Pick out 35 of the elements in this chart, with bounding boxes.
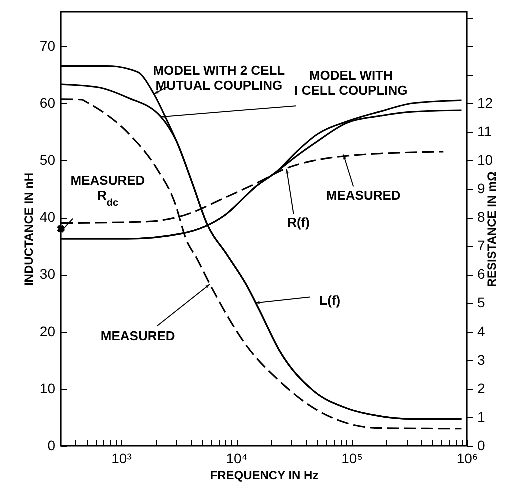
- annotation: MEASURED: [326, 188, 401, 203]
- y2-tick-label: 4: [478, 323, 486, 340]
- annotation: MODEL WITH 2 CELL MUTUAL COUPLING: [153, 63, 286, 94]
- y2-tick-label: 3: [478, 352, 486, 368]
- y-tick-label: 50: [40, 152, 56, 168]
- y2-tick-label: 12: [478, 94, 494, 111]
- y2-tick-label: 2: [478, 380, 486, 396]
- y-tick-label: 30: [40, 266, 56, 282]
- y2-tick-label: 9: [478, 180, 486, 197]
- y2-tick-label: 0: [478, 438, 486, 454]
- y-tick-label: 60: [40, 94, 56, 111]
- y-axis-title: INDUCTANCE IN nH: [22, 172, 36, 286]
- annotation: MEASURED: [100, 328, 176, 344]
- y2-tick-label: 8: [478, 209, 486, 226]
- annotation: MODEL WITH I CELL COUPLING: [294, 68, 408, 98]
- y2-tick-label: 1: [478, 408, 486, 425]
- y2-axis-title: RESISTANCE IN mΩ: [485, 171, 500, 288]
- y-tick-label: 70: [40, 38, 56, 54]
- x-tick-label: 10⁶: [456, 450, 478, 466]
- y-tick-label: 40: [40, 209, 56, 226]
- y-tick-label: 10: [40, 380, 56, 396]
- x-axis-title: FREQUENCY IN Hz: [210, 468, 319, 482]
- x-tick-label: 10³: [112, 450, 132, 466]
- annotation: MEASURED R$_{dc}$: [70, 172, 146, 208]
- y-tick-label: 0: [48, 438, 56, 454]
- y2-tick-label: 11: [478, 123, 492, 140]
- annotation: R(f): [288, 215, 310, 230]
- y2-tick-label: 5: [478, 294, 486, 311]
- y2-tick-label: 7: [478, 238, 486, 254]
- annotation: L(f): [320, 293, 341, 308]
- x-tick-label: 10⁵: [342, 450, 363, 466]
- y2-tick-label: 10: [478, 152, 494, 168]
- x-tick-label: 10⁴: [226, 450, 248, 466]
- y-tick-label: 20: [40, 323, 56, 340]
- y2-tick-label: 6: [478, 266, 486, 282]
